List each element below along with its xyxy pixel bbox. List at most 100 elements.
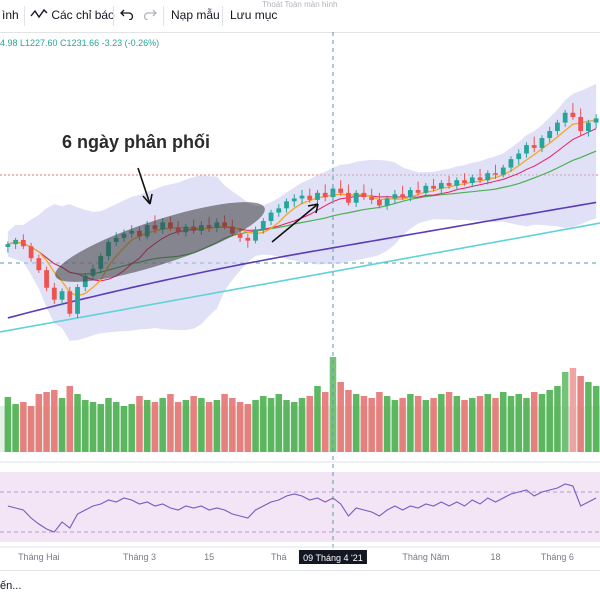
volume-bar — [499, 392, 507, 452]
candle-body — [377, 199, 382, 206]
volume-bar — [399, 398, 406, 452]
toolbar-item-left[interactable]: ình — [2, 8, 19, 22]
candle-body — [508, 159, 514, 168]
volume-bar — [383, 396, 391, 452]
long-trend-line — [0, 222, 600, 333]
volume-bar — [35, 394, 43, 452]
stock-chart[interactable]: 6 ngày phân phối Tháng Hai Tháng 3 15 Thá Th… — [0, 32, 600, 570]
candle-body — [570, 112, 576, 117]
volume-bar — [538, 394, 546, 452]
candle-body — [59, 291, 65, 300]
volume-bar — [213, 400, 221, 452]
toolbar-divider — [163, 6, 164, 26]
candle-body — [593, 118, 599, 123]
volume-bar — [585, 382, 592, 452]
volume-bar — [577, 376, 584, 452]
x-tick-label: 15 — [204, 552, 214, 562]
bottom-text: ến... — [0, 580, 22, 592]
bottom-bar: ến... — [0, 570, 600, 601]
volume-bar — [492, 398, 499, 452]
candle-body — [369, 197, 375, 200]
candle-body — [361, 192, 367, 198]
candle-body — [547, 131, 553, 139]
distribution-ellipse — [55, 202, 265, 282]
volume-bar — [4, 397, 12, 452]
candle-body — [5, 244, 11, 247]
undo-button[interactable] — [120, 6, 134, 25]
candle-body — [276, 208, 282, 213]
x-tick-label: Thá — [271, 552, 287, 562]
volume-bar — [143, 400, 151, 452]
volume-bar — [236, 402, 244, 452]
candle-body — [268, 212, 274, 221]
candle-body — [28, 246, 34, 259]
volume-bar — [190, 396, 197, 452]
volume-bar — [523, 398, 530, 452]
volume-bar — [306, 396, 313, 452]
candle-body — [51, 287, 57, 300]
candle-body — [524, 145, 529, 154]
volume-bar — [376, 392, 383, 452]
candle-body — [578, 116, 584, 132]
candle-body — [260, 220, 266, 230]
rsi-background — [0, 472, 600, 542]
candle-body — [469, 177, 475, 184]
x-tick-label: Tháng Năm — [402, 552, 449, 562]
volume-bar — [414, 396, 422, 452]
candle-body — [338, 188, 344, 193]
toolbar-divider — [222, 6, 223, 26]
x-tick-label: 18 — [490, 552, 500, 562]
volume-bar — [554, 386, 561, 452]
volume-bars — [0, 357, 600, 452]
volume-bar — [314, 386, 321, 452]
annotation-text: 6 ngày phân phối — [62, 132, 210, 152]
volume-bar — [221, 394, 228, 452]
volume-bar — [283, 400, 290, 452]
candle-body — [20, 239, 26, 247]
candle-body — [555, 122, 560, 132]
top-toolbar: ình Các chỉ báo Nạp mẫu Lưu mục Thoát To… — [0, 0, 600, 33]
candle-body — [291, 198, 297, 202]
candle-body — [237, 233, 243, 238]
volume-bar — [391, 400, 399, 452]
volume-bar — [58, 398, 66, 452]
volume-bar — [182, 400, 190, 452]
volume-bar — [430, 398, 437, 452]
band-fill — [7, 83, 597, 341]
volume-bar — [453, 396, 461, 452]
redo-icon — [143, 9, 157, 21]
volume-bar — [515, 394, 522, 452]
candle-body — [407, 190, 413, 198]
volume-bar — [360, 396, 368, 452]
candle-body — [493, 173, 498, 175]
volume-bar — [438, 394, 445, 452]
volume-bar — [507, 396, 515, 452]
volume-bar — [469, 398, 476, 452]
x-axis: Tháng Hai Tháng 3 15 Thá Tháng Năm 18 Tháng 6 0… — [0, 546, 600, 564]
candle-body — [67, 291, 73, 314]
x-tick-label: Tháng 3 — [123, 552, 156, 562]
redo-button[interactable] — [143, 6, 157, 25]
indicators-button[interactable]: Các chỉ báo — [30, 6, 115, 24]
volume-bar — [352, 394, 360, 452]
volume-bar — [345, 390, 352, 452]
volume-bar — [569, 368, 577, 452]
candle-body — [539, 138, 545, 148]
save-button[interactable]: Lưu mục — [230, 8, 278, 22]
candle-body — [346, 192, 351, 203]
candle-body — [44, 270, 49, 288]
candle-body — [253, 229, 258, 241]
volume-bar — [198, 398, 205, 452]
volume-bar — [43, 392, 50, 452]
rsi-line — [7, 483, 597, 533]
ohlc-readout: 4.98 L1227.60 C1231.66 -3.23 (-0.26%) — [0, 38, 160, 48]
annotation-arrowhead — [142, 193, 153, 205]
load-template-button[interactable]: Nạp mẫu — [171, 8, 220, 22]
volume-bar — [329, 357, 337, 452]
volume-bar — [291, 402, 298, 452]
volume-bar — [82, 400, 89, 452]
volume-bar — [89, 402, 97, 452]
breakout-arrow — [271, 203, 319, 243]
undo-icon — [120, 9, 134, 21]
breakout-arrowhead — [307, 203, 319, 214]
